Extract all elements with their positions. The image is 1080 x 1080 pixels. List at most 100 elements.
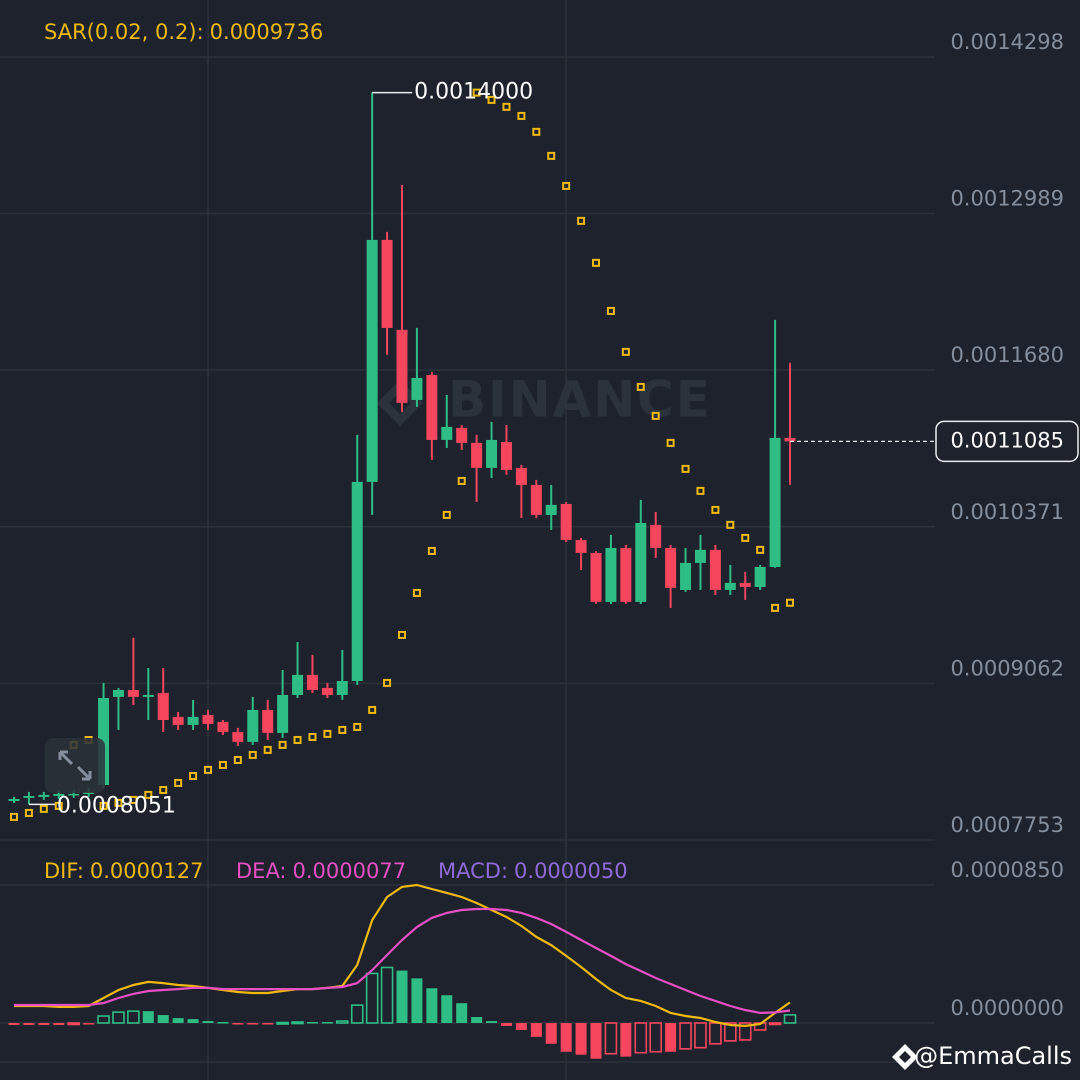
sar-dot	[383, 678, 392, 687]
candle-body	[456, 427, 468, 443]
sar-dot	[711, 505, 720, 514]
sar-dot	[696, 486, 705, 495]
dif-legend-name: DIF:	[44, 859, 84, 883]
credit: @EmmaCalls	[914, 1042, 1072, 1070]
candle-body	[292, 674, 304, 695]
y-tick-label: 0.0012989	[950, 187, 1064, 211]
credit-logo	[892, 1044, 918, 1070]
macd-bar	[783, 1014, 797, 1024]
candle-body	[754, 566, 766, 587]
macd-bar	[380, 966, 394, 1024]
candle-body	[680, 562, 692, 590]
candle-body	[560, 503, 572, 540]
macd-bar	[530, 1023, 542, 1037]
expand-button[interactable]	[45, 738, 105, 793]
sar-dot	[487, 95, 496, 104]
sar-dot	[323, 729, 332, 738]
expand-icon[interactable]	[58, 750, 92, 781]
macd-bar	[112, 1011, 125, 1024]
expand-button-bg[interactable]	[45, 738, 105, 793]
candle-body	[351, 481, 363, 681]
sar-dot	[99, 801, 108, 810]
macd-bar	[306, 1022, 318, 1024]
sar-dot	[248, 750, 257, 759]
dea-legend: DEA: 0.0000077	[236, 859, 406, 883]
sar-dot	[263, 745, 272, 754]
candle-body	[187, 716, 199, 725]
sar-dot	[353, 722, 362, 731]
candle-body	[396, 329, 408, 403]
macd-bar	[202, 1021, 214, 1024]
sar-dot	[174, 778, 183, 787]
sar-dot	[278, 740, 287, 749]
candle-body	[739, 582, 751, 587]
sar-dot	[368, 705, 377, 714]
macd-bar	[471, 1016, 483, 1024]
macd-bar	[768, 1022, 782, 1026]
macd-bar	[67, 1022, 80, 1026]
sar-dot	[54, 801, 63, 810]
macd-bar	[486, 1021, 498, 1024]
sar-dot	[562, 181, 571, 190]
macd-bar	[590, 1023, 602, 1059]
sar-dot	[308, 732, 317, 741]
sar-dot	[786, 598, 794, 607]
candle-body	[620, 547, 632, 602]
candle-body	[381, 239, 393, 328]
sar-dot	[517, 111, 526, 120]
dif-legend-value: 0.0000127	[90, 859, 204, 883]
y-tick-label: 0.0014298	[950, 30, 1064, 54]
sar-dot	[218, 760, 227, 769]
candle-body	[112, 689, 124, 697]
macd-bar	[291, 1021, 304, 1025]
macd-bar	[8, 1023, 20, 1025]
macd-bar	[187, 1019, 199, 1024]
y-tick-label: 0.0000850	[950, 858, 1064, 882]
last-price-box	[935, 420, 1079, 463]
dea-legend-value: 0.0000077	[293, 859, 407, 883]
macd-line	[14, 883, 791, 1028]
sar-dot	[502, 102, 511, 111]
macd-bar	[411, 978, 423, 1024]
candle-body	[172, 716, 184, 725]
sar-legend: SAR(0.02, 0.2): 0.0009736	[44, 20, 323, 44]
macd-bar	[38, 1023, 50, 1025]
macd-bar	[441, 995, 453, 1024]
dea-legend-name: DEA:	[236, 859, 287, 883]
macd-bar	[634, 1022, 648, 1054]
candle-body	[127, 689, 139, 697]
sar-dot	[457, 476, 466, 485]
candle-body	[306, 674, 318, 690]
y-tick-label: 0.0000000	[950, 996, 1064, 1020]
sar-dot	[398, 630, 406, 639]
sar-dot	[577, 216, 586, 225]
candle-body	[515, 467, 527, 485]
candle-body	[709, 549, 721, 590]
dif-legend: DIF: 0.0000127	[44, 859, 203, 883]
macd-bar	[456, 1003, 468, 1024]
sar-dot	[159, 785, 168, 794]
macd-bar	[336, 1020, 349, 1024]
macd-bar	[247, 1023, 259, 1025]
macd-bar	[396, 970, 408, 1024]
sar-dot	[606, 306, 615, 315]
sar-dot	[427, 546, 436, 555]
candle-body	[605, 547, 617, 602]
sar-dot	[771, 603, 780, 612]
candle-body	[411, 377, 423, 400]
sar-dot	[293, 735, 302, 744]
candle-body	[232, 731, 244, 742]
candle-body	[366, 239, 378, 482]
macd-bar	[724, 1022, 737, 1042]
candle-body	[530, 484, 542, 515]
candle-body	[336, 680, 348, 695]
macd-bar	[276, 1021, 289, 1025]
candle-body	[665, 547, 677, 588]
macd-legend: MACD: 0.0000050	[438, 859, 628, 883]
y-tick-label: 0.0009062	[950, 656, 1064, 680]
candle-body	[545, 504, 557, 515]
sar-dot	[233, 755, 242, 764]
